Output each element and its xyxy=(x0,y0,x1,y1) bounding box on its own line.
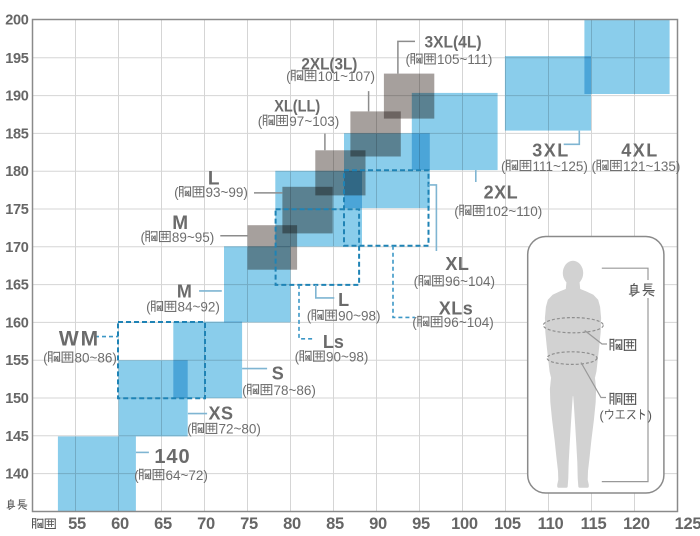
svg-text:125: 125 xyxy=(675,515,700,533)
svg-text:(: ( xyxy=(43,350,48,365)
svg-text:M: M xyxy=(177,282,192,302)
svg-text:72~80): 72~80) xyxy=(219,422,261,437)
svg-text:80: 80 xyxy=(283,515,301,533)
svg-text:110: 110 xyxy=(538,515,564,533)
svg-text:XS: XS xyxy=(208,404,233,424)
svg-text:(: ( xyxy=(414,274,419,289)
svg-text:96~104): 96~104) xyxy=(445,274,495,289)
svg-text:(: ( xyxy=(174,185,179,200)
svg-text:140: 140 xyxy=(5,467,29,483)
svg-text:105: 105 xyxy=(494,515,521,533)
svg-text:84~92): 84~92) xyxy=(178,300,220,315)
svg-text:70: 70 xyxy=(197,515,215,533)
svg-text:(: ( xyxy=(295,349,300,364)
svg-text:Ls: Ls xyxy=(323,332,344,352)
svg-text:150: 150 xyxy=(5,391,29,407)
svg-text:96~104): 96~104) xyxy=(444,315,494,330)
svg-text:60: 60 xyxy=(111,515,129,533)
svg-text:XL: XL xyxy=(445,254,469,274)
svg-text:): ) xyxy=(648,409,652,423)
svg-text:(: ( xyxy=(406,52,411,67)
svg-text:165: 165 xyxy=(5,278,29,294)
svg-text:S: S xyxy=(272,364,284,384)
svg-text:(: ( xyxy=(242,383,247,398)
svg-text:(: ( xyxy=(187,422,192,437)
svg-text:95: 95 xyxy=(412,515,430,533)
svg-text:90: 90 xyxy=(369,515,387,533)
svg-text:115: 115 xyxy=(581,515,607,533)
svg-text:155: 155 xyxy=(5,353,29,369)
svg-text:(: ( xyxy=(501,159,506,174)
svg-text:78~86): 78~86) xyxy=(274,383,316,398)
svg-text:55: 55 xyxy=(68,515,86,533)
svg-text:89~95): 89~95) xyxy=(172,230,214,245)
svg-text:(: ( xyxy=(307,309,312,324)
svg-text:105~111): 105~111) xyxy=(437,52,492,67)
svg-text:102~110): 102~110) xyxy=(486,204,542,219)
svg-text:200: 200 xyxy=(5,13,29,29)
svg-text:100: 100 xyxy=(451,515,478,533)
svg-text:170: 170 xyxy=(5,240,29,256)
svg-text:80~86): 80~86) xyxy=(75,350,117,365)
svg-text:195: 195 xyxy=(5,51,29,67)
svg-text:(: ( xyxy=(134,468,139,483)
svg-text:3XL: 3XL xyxy=(532,141,570,161)
svg-text:140: 140 xyxy=(154,446,190,468)
svg-text:160: 160 xyxy=(5,315,29,331)
svg-text:145: 145 xyxy=(5,429,29,445)
svg-text:2XL: 2XL xyxy=(484,183,519,203)
svg-text:75: 75 xyxy=(240,515,258,533)
svg-text:(: ( xyxy=(454,204,459,219)
svg-text:85: 85 xyxy=(326,515,344,533)
svg-text:WM: WM xyxy=(59,328,100,351)
svg-text:2XL(3L): 2XL(3L) xyxy=(301,54,357,73)
svg-text:97~103): 97~103) xyxy=(289,114,339,129)
svg-text:175: 175 xyxy=(5,202,29,218)
svg-text:L: L xyxy=(338,290,349,310)
svg-text:L: L xyxy=(208,169,220,190)
svg-text:3XL(4L): 3XL(4L) xyxy=(425,33,482,52)
svg-text:(: ( xyxy=(592,159,597,174)
svg-text:XL(LL): XL(LL) xyxy=(274,97,320,116)
svg-text:185: 185 xyxy=(5,126,29,142)
svg-text:190: 190 xyxy=(5,89,29,105)
svg-text:121~135): 121~135) xyxy=(623,159,680,174)
svg-text:180: 180 xyxy=(5,164,29,180)
svg-text:120: 120 xyxy=(623,515,650,533)
svg-text:90~98): 90~98) xyxy=(326,349,368,364)
svg-text:90~98): 90~98) xyxy=(338,309,380,324)
svg-text:101~107): 101~107) xyxy=(318,69,375,84)
svg-text:(: ( xyxy=(600,409,605,423)
svg-text:(: ( xyxy=(146,300,151,315)
svg-text:64~72): 64~72) xyxy=(166,468,208,483)
svg-text:(: ( xyxy=(258,114,263,129)
svg-text:(: ( xyxy=(412,315,417,330)
svg-text:111~125): 111~125) xyxy=(533,159,588,174)
svg-text:M: M xyxy=(172,213,188,234)
svg-text:(: ( xyxy=(141,230,146,245)
svg-text:(: ( xyxy=(286,69,291,84)
svg-text:XLs: XLs xyxy=(439,299,474,319)
svg-text:4XL: 4XL xyxy=(621,141,659,161)
svg-text:65: 65 xyxy=(154,515,172,533)
svg-text:93~99): 93~99) xyxy=(206,185,248,200)
